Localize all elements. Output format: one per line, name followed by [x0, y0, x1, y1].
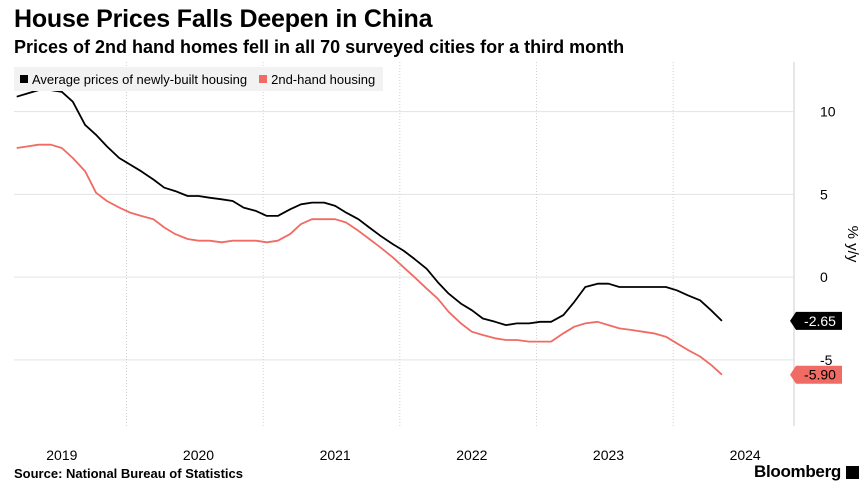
legend-item-newly-built: Average prices of newly-built housing: [20, 72, 247, 87]
chart-title: House Prices Falls Deepen in China: [14, 5, 433, 33]
end-value-badge: [790, 311, 842, 330]
y-tick-label: 0: [820, 269, 828, 285]
y-axis-title: % y/y: [844, 226, 861, 263]
chart-subtitle: Prices of 2nd hand homes fell in all 70 …: [14, 37, 625, 57]
y-tick-label: -5: [820, 352, 833, 368]
legend-label: Average prices of newly-built housing: [32, 71, 248, 87]
y-tick-label: 5: [820, 186, 828, 202]
x-tick-label: 2020: [183, 447, 214, 463]
legend-item-second-hand: 2nd-hand housing: [259, 72, 375, 87]
series-line-newly-built: [16, 89, 723, 326]
chart-legend: Average prices of newly-built housing 2n…: [14, 67, 384, 91]
series-line-second-hand: [16, 143, 723, 376]
chart-series: [16, 89, 723, 376]
chart-labels: 10 5 0 -5 2019 2020 2021 2022 2023 2024 % y/y -2.65…: [46, 104, 861, 463]
legend-swatch-icon: [259, 75, 268, 83]
y-tick-label: 10: [820, 104, 836, 120]
source-note: Source: National Bureau of Statistics: [14, 466, 243, 481]
x-tick-label: 2022: [456, 447, 487, 463]
x-tick-label: 2023: [593, 447, 624, 463]
legend-label: 2nd-hand housing: [271, 71, 376, 87]
end-value-label: -2.65: [804, 313, 836, 329]
brand-mark-icon: [846, 466, 859, 479]
x-tick-label: 2021: [320, 447, 351, 463]
x-tick-label: 2019: [46, 447, 77, 463]
legend-swatch-icon: [20, 75, 28, 83]
chart-grid: [14, 62, 795, 426]
x-tick-label: 2024: [730, 447, 761, 463]
end-value-label: -5.90: [804, 367, 836, 383]
brand-logo: Bloomberg: [753, 462, 841, 481]
end-value-badge: [790, 365, 842, 384]
